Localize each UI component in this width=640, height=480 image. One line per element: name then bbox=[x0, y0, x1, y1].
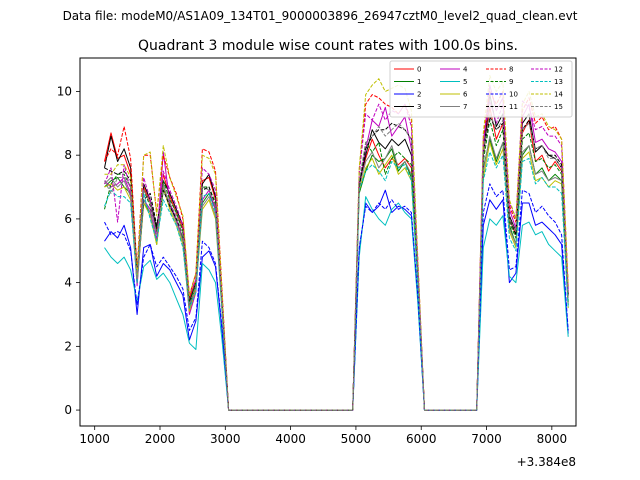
chart-title: Quadrant 3 module wise count rates with … bbox=[138, 38, 518, 54]
series-line-5 bbox=[104, 196, 569, 411]
series-line-7 bbox=[104, 135, 569, 411]
axes-frame bbox=[79, 57, 577, 427]
legend-label-5: 5 bbox=[463, 78, 467, 86]
y-tick-label: 0 bbox=[64, 403, 72, 417]
x-tick-label: 8000 bbox=[537, 432, 568, 446]
legend-label-3: 3 bbox=[417, 103, 421, 111]
y-tick-label: 2 bbox=[64, 339, 72, 353]
series-line-3 bbox=[104, 94, 569, 411]
x-tick-label: 1000 bbox=[79, 432, 110, 446]
x-offset-label: +3.384e8 bbox=[517, 455, 576, 469]
legend-label-15: 15 bbox=[554, 103, 563, 111]
series-line-1 bbox=[104, 138, 569, 411]
y-tick-label: 6 bbox=[64, 212, 72, 226]
legend-label-6: 6 bbox=[463, 91, 468, 99]
series-line-2 bbox=[104, 189, 569, 411]
axis-ticks: 1000 2000 3000 4000 5000 6000 7000 8000 0 2 4 6 8 10 bbox=[57, 84, 567, 446]
legend-label-0: 0 bbox=[417, 66, 421, 74]
legend-label-14: 14 bbox=[554, 91, 563, 99]
legend-label-13: 13 bbox=[554, 78, 563, 86]
legend-label-1: 1 bbox=[417, 78, 421, 86]
series-line-6 bbox=[104, 141, 569, 411]
x-tick-label: 3000 bbox=[210, 432, 241, 446]
y-tick-label: 10 bbox=[57, 84, 72, 98]
x-tick-label: 5000 bbox=[341, 432, 372, 446]
y-tick-label: 8 bbox=[64, 148, 72, 162]
series-line-11 bbox=[104, 116, 569, 411]
legend-label-8: 8 bbox=[509, 66, 513, 74]
series-line-12 bbox=[104, 100, 569, 411]
x-tick-label: 4000 bbox=[275, 432, 306, 446]
x-tick-label: 2000 bbox=[145, 432, 176, 446]
x-tick-label: 6000 bbox=[406, 432, 437, 446]
legend-label-12: 12 bbox=[554, 66, 563, 74]
series-line-9 bbox=[104, 119, 569, 411]
legend-label-2: 2 bbox=[417, 91, 421, 99]
legend-label-9: 9 bbox=[509, 78, 513, 86]
legend-label-11: 11 bbox=[509, 103, 518, 111]
suptitle: Data file: modeM0/AS1A09_134T01_90000038… bbox=[63, 9, 578, 23]
legend-label-7: 7 bbox=[463, 103, 467, 111]
series-line-8 bbox=[104, 91, 569, 411]
y-tick-label: 4 bbox=[64, 276, 72, 290]
legend-label-10: 10 bbox=[509, 91, 518, 99]
legend-box bbox=[389, 60, 573, 118]
legend-label-4: 4 bbox=[463, 66, 468, 74]
plot-area bbox=[104, 75, 569, 411]
x-tick-label: 7000 bbox=[471, 432, 502, 446]
